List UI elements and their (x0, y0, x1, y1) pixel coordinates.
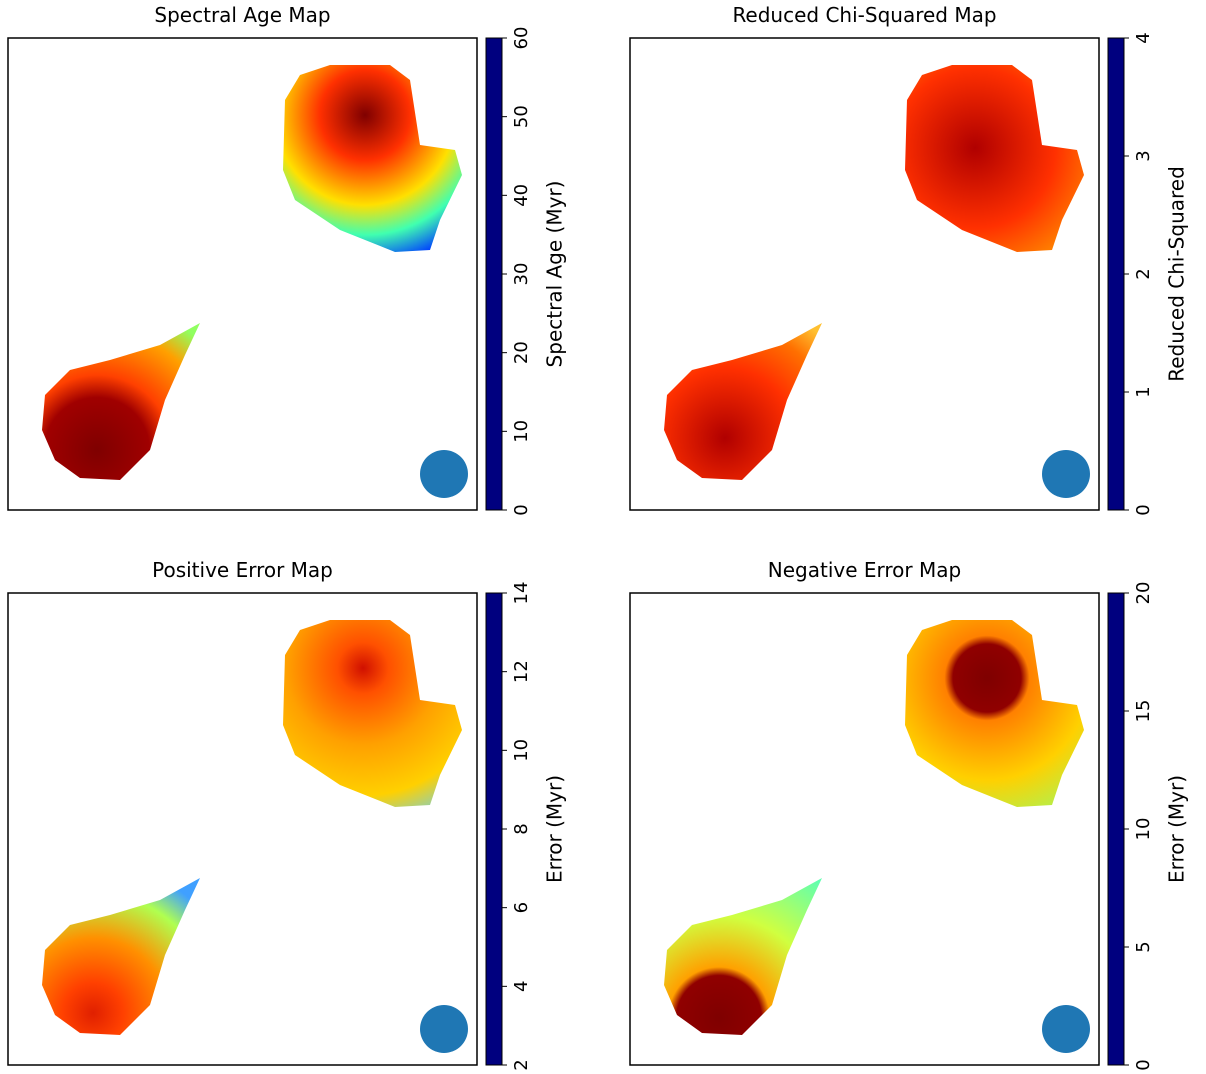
colorbar-tick-label: 2 (1133, 268, 1154, 279)
beam (1042, 1005, 1090, 1053)
source-region (905, 65, 1084, 252)
colorbar-label: Error (Myr) (543, 775, 567, 883)
colorbar-tick-label: 20 (511, 341, 532, 364)
panel: Positive Error Map 2 4 6 8 10 12 14 Error (Myr) (7, 558, 567, 1071)
colorbar-tick-label: 60 (511, 27, 532, 50)
source-region (664, 878, 822, 1035)
colorbar-tick-label: 10 (511, 420, 532, 443)
panel: Reduced Chi-Squared Map 0 1 2 3 4 Reduced Chi-… (629, 3, 1189, 516)
colorbar (1107, 37, 1125, 511)
colorbar-tick-label: 10 (1133, 818, 1154, 841)
colorbar-tick-label: 8 (511, 823, 532, 834)
colorbar-tick-label: 30 (511, 263, 532, 286)
beam (1042, 450, 1090, 498)
beam (420, 450, 468, 498)
colorbar-label: Error (Myr) (1165, 775, 1189, 883)
beam (420, 1005, 468, 1053)
colorbar-tick-label: 1 (1133, 386, 1154, 397)
colorbar (485, 592, 503, 1066)
colorbar-tick-label: 12 (511, 660, 532, 683)
colorbar-tick-label: 10 (511, 739, 532, 762)
panel: Negative Error Map 0 5 10 15 20 Error (Myr) (629, 558, 1189, 1071)
colorbar (485, 37, 503, 511)
colorbar-tick-label: 20 (1133, 582, 1154, 605)
colorbar (1107, 592, 1125, 1066)
colorbar-tick-label: 5 (1133, 941, 1154, 952)
colorbar-tick-label: 0 (511, 504, 532, 515)
source-region (283, 65, 462, 252)
panel: Spectral Age Map 0 10 20 30 40 50 60 Spectral Ag… (7, 3, 567, 516)
colorbar-label: Spectral Age (Myr) (543, 181, 567, 368)
colorbar-tick-label: 6 (511, 902, 532, 913)
source-region (42, 878, 200, 1035)
panel-title: Reduced Chi-Squared Map (732, 3, 996, 27)
panel-title: Negative Error Map (768, 558, 961, 582)
colorbar-tick-label: 0 (1133, 504, 1154, 515)
colorbar-tick-label: 4 (511, 981, 532, 992)
colorbar-label: Reduced Chi-Squared (1165, 166, 1189, 382)
source-region (283, 620, 462, 807)
colorbar-tick-label: 3 (1133, 150, 1154, 161)
colorbar-tick-label: 14 (511, 582, 532, 605)
colorbar-tick-label: 15 (1133, 700, 1154, 723)
colorbar-tick-label: 0 (1133, 1059, 1154, 1070)
panel-title: Positive Error Map (152, 558, 333, 582)
source-region (905, 620, 1084, 807)
colorbar-tick-label: 2 (511, 1059, 532, 1070)
colorbar-tick-label: 40 (511, 184, 532, 207)
colorbar-tick-label: 4 (1133, 32, 1154, 43)
panel-title: Spectral Age Map (154, 3, 330, 27)
source-region (42, 323, 200, 480)
source-region (664, 323, 822, 480)
colorbar-tick-label: 50 (511, 105, 532, 128)
